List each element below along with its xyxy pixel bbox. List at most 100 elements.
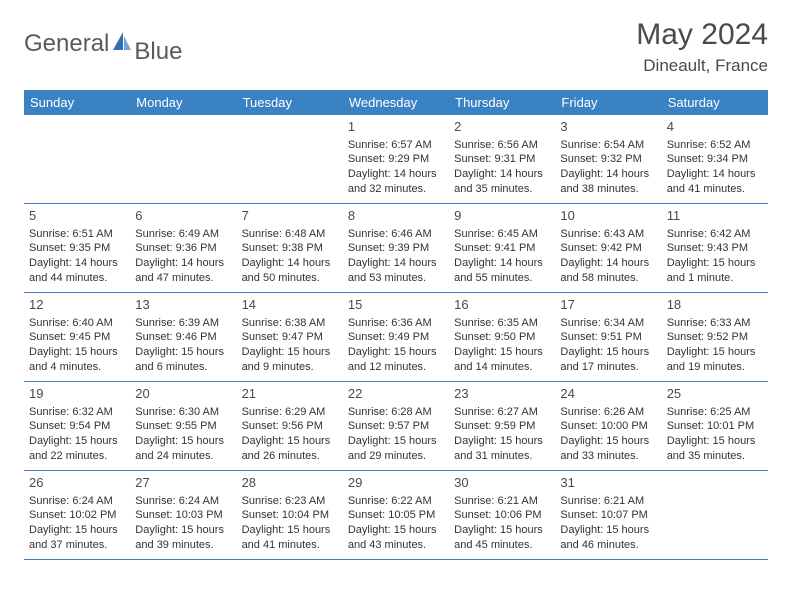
day-number: 25: [667, 385, 763, 403]
day-cell: 10Sunrise: 6:43 AMSunset: 9:42 PMDayligh…: [555, 204, 661, 292]
day-cell: 15Sunrise: 6:36 AMSunset: 9:49 PMDayligh…: [343, 293, 449, 381]
sunset-line: Sunset: 9:31 PM: [454, 152, 550, 167]
day-number: 29: [348, 474, 444, 492]
week-row: 5Sunrise: 6:51 AMSunset: 9:35 PMDaylight…: [24, 204, 768, 293]
day-cell: 20Sunrise: 6:30 AMSunset: 9:55 PMDayligh…: [130, 382, 236, 470]
sunset-line: Sunset: 10:02 PM: [29, 508, 125, 523]
sunset-line: Sunset: 9:38 PM: [242, 241, 338, 256]
sunrise-line: Sunrise: 6:22 AM: [348, 494, 444, 509]
daylight-line: Daylight: 15 hours and 17 minutes.: [560, 345, 656, 375]
day-number: 23: [454, 385, 550, 403]
day-cell: 13Sunrise: 6:39 AMSunset: 9:46 PMDayligh…: [130, 293, 236, 381]
daylight-line: Daylight: 15 hours and 46 minutes.: [560, 523, 656, 553]
sunset-line: Sunset: 9:43 PM: [667, 241, 763, 256]
calendar: SundayMondayTuesdayWednesdayThursdayFrid…: [24, 90, 768, 560]
month-title: May 2024: [636, 18, 768, 52]
day-number: 16: [454, 296, 550, 314]
week-row: 1Sunrise: 6:57 AMSunset: 9:29 PMDaylight…: [24, 115, 768, 204]
daylight-line: Daylight: 14 hours and 50 minutes.: [242, 256, 338, 286]
daylight-line: Daylight: 15 hours and 24 minutes.: [135, 434, 231, 464]
sunrise-line: Sunrise: 6:49 AM: [135, 227, 231, 242]
sunset-line: Sunset: 9:51 PM: [560, 330, 656, 345]
day-number: 20: [135, 385, 231, 403]
day-number: 26: [29, 474, 125, 492]
daylight-line: Daylight: 15 hours and 37 minutes.: [29, 523, 125, 553]
sunrise-line: Sunrise: 6:24 AM: [29, 494, 125, 509]
header: General Blue May 2024 Dineault, France: [24, 18, 768, 76]
day-cell: 14Sunrise: 6:38 AMSunset: 9:47 PMDayligh…: [237, 293, 343, 381]
sunrise-line: Sunrise: 6:56 AM: [454, 138, 550, 153]
sunset-line: Sunset: 9:54 PM: [29, 419, 125, 434]
day-cell: 23Sunrise: 6:27 AMSunset: 9:59 PMDayligh…: [449, 382, 555, 470]
day-cell: 19Sunrise: 6:32 AMSunset: 9:54 PMDayligh…: [24, 382, 130, 470]
daylight-line: Daylight: 15 hours and 31 minutes.: [454, 434, 550, 464]
day-number: 21: [242, 385, 338, 403]
daylight-line: Daylight: 14 hours and 53 minutes.: [348, 256, 444, 286]
sunrise-line: Sunrise: 6:21 AM: [560, 494, 656, 509]
sunrise-line: Sunrise: 6:52 AM: [667, 138, 763, 153]
sunset-line: Sunset: 9:46 PM: [135, 330, 231, 345]
daylight-line: Daylight: 15 hours and 19 minutes.: [667, 345, 763, 375]
sunrise-line: Sunrise: 6:29 AM: [242, 405, 338, 420]
day-cell: 17Sunrise: 6:34 AMSunset: 9:51 PMDayligh…: [555, 293, 661, 381]
sunset-line: Sunset: 9:57 PM: [348, 419, 444, 434]
sunset-line: Sunset: 10:06 PM: [454, 508, 550, 523]
sunset-line: Sunset: 10:05 PM: [348, 508, 444, 523]
daylight-line: Daylight: 15 hours and 35 minutes.: [667, 434, 763, 464]
logo-word1: General: [24, 30, 109, 58]
sunrise-line: Sunrise: 6:34 AM: [560, 316, 656, 331]
day-number: 28: [242, 474, 338, 492]
day-cell: 22Sunrise: 6:28 AMSunset: 9:57 PMDayligh…: [343, 382, 449, 470]
daylight-line: Daylight: 15 hours and 26 minutes.: [242, 434, 338, 464]
sunrise-line: Sunrise: 6:45 AM: [454, 227, 550, 242]
day-number: 8: [348, 207, 444, 225]
day-cell: 3Sunrise: 6:54 AMSunset: 9:32 PMDaylight…: [555, 115, 661, 203]
day-cell: 29 Sunrise: 6:22 AMSunset: 10:05 PMDaylig…: [343, 471, 449, 559]
location: Dineault, France: [636, 56, 768, 76]
day-cell: [130, 115, 236, 203]
weekday-header: Saturday: [662, 90, 768, 115]
sunset-line: Sunset: 9:50 PM: [454, 330, 550, 345]
sunset-line: Sunset: 10:03 PM: [135, 508, 231, 523]
day-number: 31: [560, 474, 656, 492]
day-number: 19: [29, 385, 125, 403]
day-number: 13: [135, 296, 231, 314]
sunset-line: Sunset: 9:29 PM: [348, 152, 444, 167]
sunset-line: Sunset: 9:59 PM: [454, 419, 550, 434]
sunrise-line: Sunrise: 6:25 AM: [667, 405, 763, 420]
daylight-line: Daylight: 14 hours and 44 minutes.: [29, 256, 125, 286]
sunset-line: Sunset: 9:39 PM: [348, 241, 444, 256]
daylight-line: Daylight: 15 hours and 43 minutes.: [348, 523, 444, 553]
day-number: 14: [242, 296, 338, 314]
daylight-line: Daylight: 15 hours and 14 minutes.: [454, 345, 550, 375]
logo: General Blue: [24, 18, 182, 66]
day-number: 7: [242, 207, 338, 225]
sunrise-line: Sunrise: 6:36 AM: [348, 316, 444, 331]
weekday-header: Thursday: [449, 90, 555, 115]
sunset-line: Sunset: 9:52 PM: [667, 330, 763, 345]
sunrise-line: Sunrise: 6:54 AM: [560, 138, 656, 153]
sunset-line: Sunset: 9:36 PM: [135, 241, 231, 256]
day-cell: 26 Sunrise: 6:24 AMSunset: 10:02 PMDaylig…: [24, 471, 130, 559]
daylight-line: Daylight: 15 hours and 41 minutes.: [242, 523, 338, 553]
day-cell: 9Sunrise: 6:45 AMSunset: 9:41 PMDaylight…: [449, 204, 555, 292]
weekday-header: Monday: [130, 90, 236, 115]
week-row: 19Sunrise: 6:32 AMSunset: 9:54 PMDayligh…: [24, 382, 768, 471]
sunrise-line: Sunrise: 6:23 AM: [242, 494, 338, 509]
sunset-line: Sunset: 9:47 PM: [242, 330, 338, 345]
day-number: 12: [29, 296, 125, 314]
sunrise-line: Sunrise: 6:33 AM: [667, 316, 763, 331]
week-row: 12Sunrise: 6:40 AMSunset: 9:45 PMDayligh…: [24, 293, 768, 382]
sunset-line: Sunset: 9:56 PM: [242, 419, 338, 434]
day-cell: 12Sunrise: 6:40 AMSunset: 9:45 PMDayligh…: [24, 293, 130, 381]
sunrise-line: Sunrise: 6:35 AM: [454, 316, 550, 331]
sunrise-line: Sunrise: 6:51 AM: [29, 227, 125, 242]
day-cell: 24Sunrise: 6:26 AMSunset: 10:00 PMDaylig…: [555, 382, 661, 470]
sunset-line: Sunset: 9:34 PM: [667, 152, 763, 167]
week-row: 26Sunrise: 6:24 AMSunset: 10:02 PMDaylig…: [24, 471, 768, 560]
daylight-line: Daylight: 14 hours and 55 minutes.: [454, 256, 550, 286]
day-cell: 1Sunrise: 6:57 AMSunset: 9:29 PMDaylight…: [343, 115, 449, 203]
sunrise-line: Sunrise: 6:42 AM: [667, 227, 763, 242]
day-cell: 16 Sunrise: 6:35 AMSunset: 9:50 PMDayligh…: [449, 293, 555, 381]
day-cell: 18Sunrise: 6:33 AMSunset: 9:52 PMDayligh…: [662, 293, 768, 381]
